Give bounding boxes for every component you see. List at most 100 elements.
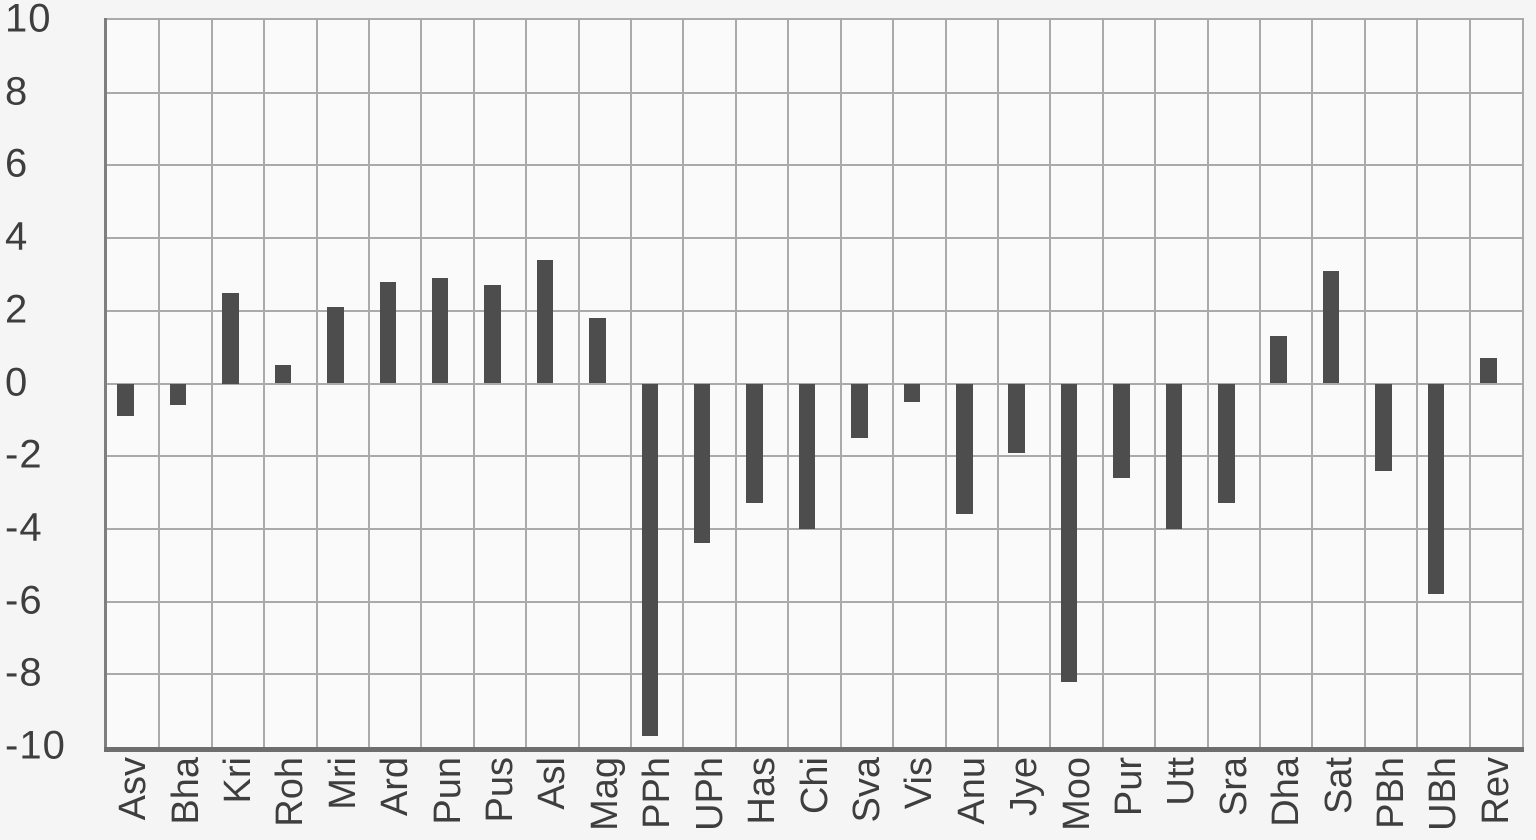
h-gridline bbox=[107, 164, 1522, 167]
bar-utt bbox=[1165, 383, 1183, 529]
v-gridline bbox=[944, 20, 947, 747]
v-gridline bbox=[839, 20, 842, 747]
x-tick-label: Roh bbox=[269, 757, 312, 827]
y-tick-label: 10 bbox=[5, 0, 52, 41]
x-tick-label: Vis bbox=[898, 757, 941, 810]
v-gridline bbox=[368, 20, 371, 747]
bar-ard bbox=[379, 281, 397, 384]
x-tick-label: Asv bbox=[112, 757, 155, 821]
v-gridline bbox=[734, 20, 737, 747]
bar-mri bbox=[327, 307, 344, 384]
plot-frame-left bbox=[104, 18, 107, 752]
x-tick-label: Sat bbox=[1317, 757, 1360, 815]
v-gridline bbox=[682, 20, 685, 747]
v-gridline bbox=[210, 20, 213, 747]
x-tick-label: Asl bbox=[531, 757, 574, 810]
bar-moo bbox=[1060, 383, 1078, 682]
v-gridline bbox=[577, 20, 580, 747]
v-gridline bbox=[1101, 20, 1104, 747]
v-gridline bbox=[630, 20, 633, 747]
bar-sra bbox=[1218, 383, 1235, 504]
v-gridline bbox=[892, 20, 895, 747]
x-tick-label: Pur bbox=[1107, 757, 1150, 817]
x-tick-label: Ard bbox=[374, 757, 417, 817]
x-tick-label: Sra bbox=[1212, 757, 1255, 817]
plot-frame-bottom bbox=[104, 747, 1524, 752]
x-tick-label: Anu bbox=[950, 757, 993, 825]
v-gridline bbox=[1206, 20, 1209, 747]
h-gridline bbox=[107, 91, 1522, 94]
v-gridline bbox=[1154, 20, 1157, 747]
plot-frame-right bbox=[1522, 18, 1524, 752]
bar-uph bbox=[693, 383, 711, 544]
bar-jye bbox=[1008, 383, 1025, 453]
x-tick-label: Jye bbox=[1003, 757, 1046, 817]
h-gridline bbox=[107, 600, 1522, 603]
plot-frame-top bbox=[104, 18, 1524, 20]
x-tick-label: Kri bbox=[217, 757, 260, 804]
bar-chi bbox=[798, 383, 816, 529]
bar-pph bbox=[641, 383, 659, 737]
bar-sat bbox=[1322, 270, 1340, 384]
y-tick-label: -10 bbox=[5, 723, 66, 768]
bar-vis bbox=[903, 383, 921, 402]
x-tick-label: Sva bbox=[845, 757, 888, 823]
v-gridline bbox=[263, 20, 266, 747]
v-gridline bbox=[1258, 20, 1261, 747]
x-tick-label: PPh bbox=[636, 757, 679, 829]
x-tick-label: UPh bbox=[688, 757, 731, 831]
bar-asv bbox=[117, 383, 134, 417]
bar-roh bbox=[274, 365, 292, 384]
x-tick-label: Pus bbox=[479, 757, 522, 823]
bar-kri bbox=[222, 292, 239, 384]
x-tick-label: Rev bbox=[1474, 757, 1517, 825]
x-tick-label: Dha bbox=[1265, 757, 1308, 827]
bar-pbh bbox=[1375, 383, 1392, 471]
x-tick-label: Chi bbox=[793, 757, 836, 815]
v-gridline bbox=[472, 20, 475, 747]
v-gridline bbox=[420, 20, 423, 747]
bar-pur bbox=[1113, 383, 1130, 478]
v-gridline bbox=[1468, 20, 1471, 747]
y-tick-label: 6 bbox=[5, 141, 29, 186]
h-gridline bbox=[107, 673, 1522, 676]
v-gridline bbox=[996, 20, 999, 747]
bar-bha bbox=[169, 383, 187, 406]
x-tick-label: Pun bbox=[426, 757, 469, 825]
bar-pun bbox=[431, 278, 449, 384]
bar-sva bbox=[851, 383, 868, 439]
y-tick-label: 0 bbox=[5, 360, 29, 405]
bar-pus bbox=[484, 285, 501, 384]
x-tick-label: Has bbox=[741, 757, 784, 825]
bar-mag bbox=[589, 318, 606, 384]
h-gridline bbox=[107, 237, 1522, 240]
bar-ubh bbox=[1427, 383, 1445, 595]
v-gridline bbox=[1311, 20, 1314, 747]
v-gridline bbox=[1363, 20, 1366, 747]
h-gridline bbox=[107, 309, 1522, 312]
bar-rev bbox=[1480, 358, 1497, 384]
plot-area bbox=[107, 20, 1522, 747]
bar-anu bbox=[956, 383, 973, 515]
x-tick-label: Bha bbox=[164, 757, 207, 825]
v-gridline bbox=[1049, 20, 1052, 747]
y-tick-label: -2 bbox=[5, 432, 43, 477]
v-gridline bbox=[158, 20, 161, 747]
x-tick-label: Mag bbox=[583, 757, 626, 831]
y-tick-label: -6 bbox=[5, 578, 43, 623]
y-tick-label: 8 bbox=[5, 69, 29, 114]
x-tick-label: UBh bbox=[1422, 757, 1465, 831]
bar-asl bbox=[536, 259, 554, 384]
y-tick-label: -4 bbox=[5, 505, 43, 550]
x-tick-label: Mri bbox=[321, 757, 364, 810]
x-tick-label: Moo bbox=[1055, 757, 1098, 831]
bar-has bbox=[746, 383, 763, 504]
y-tick-label: -8 bbox=[5, 650, 43, 695]
v-gridline bbox=[315, 20, 318, 747]
y-tick-label: 2 bbox=[5, 287, 29, 332]
v-gridline bbox=[1416, 20, 1419, 747]
y-tick-label: 4 bbox=[5, 214, 29, 259]
v-gridline bbox=[787, 20, 790, 747]
h-gridline bbox=[107, 527, 1522, 530]
